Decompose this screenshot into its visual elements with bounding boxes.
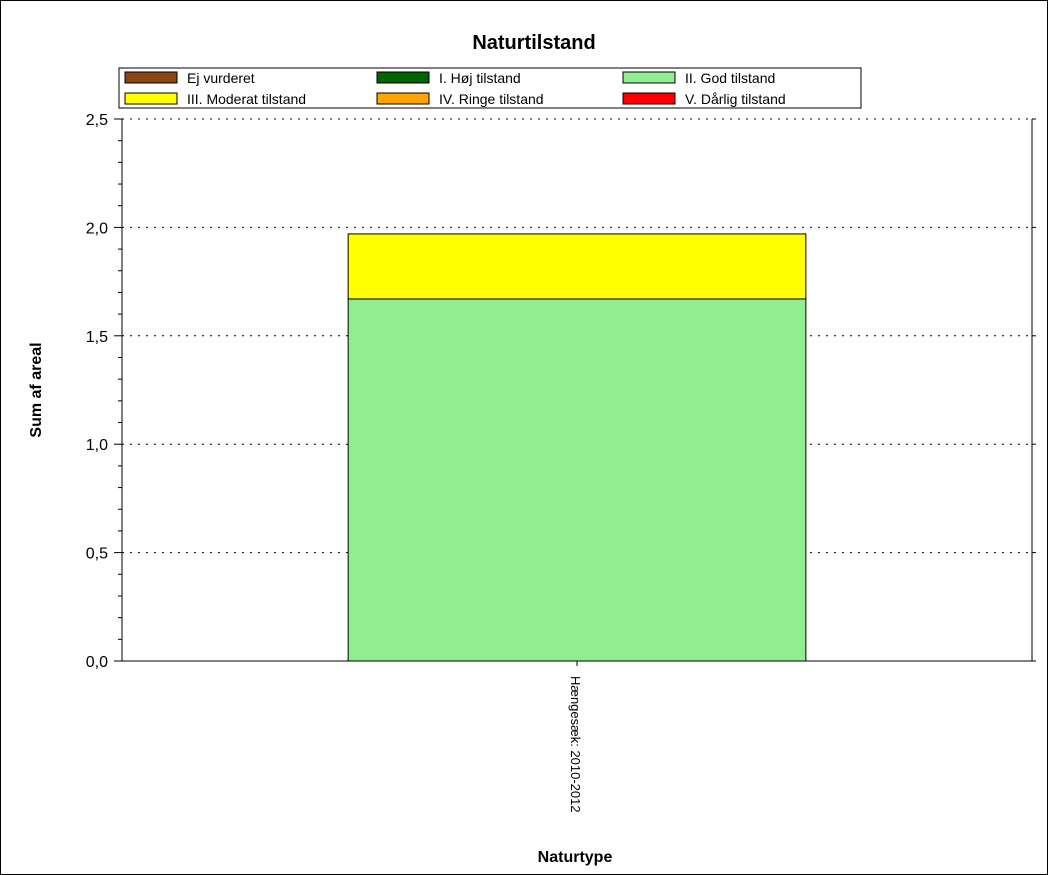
y-tick-label: 1,5 bbox=[86, 329, 108, 346]
legend-label: II. God tilstand bbox=[685, 70, 775, 86]
y-axis-ticks: 0,0 0,5 1,0 1,5 2,0 2,5 bbox=[86, 112, 1036, 671]
x-axis-title: Naturtype bbox=[538, 849, 613, 866]
legend-box bbox=[118, 67, 862, 109]
legend-label: I. Høj tilstand bbox=[439, 70, 521, 86]
legend-label: III. Moderat tilstand bbox=[187, 91, 306, 107]
category-label: Hængesæk: 2010-2012 bbox=[568, 676, 583, 813]
y-tick-label: 0,0 bbox=[86, 654, 108, 671]
legend-label: V. Dårlig tilstand bbox=[685, 91, 786, 107]
bars bbox=[347, 233, 807, 662]
y-tick-label: 0,5 bbox=[86, 546, 108, 563]
legend-swatch bbox=[124, 92, 178, 105]
x-axis-categories: Hængesæk: 2010-2012 bbox=[568, 661, 583, 813]
y-tick-label: 1,0 bbox=[86, 437, 108, 454]
legend-swatch bbox=[376, 92, 430, 105]
bar-segment bbox=[347, 298, 807, 662]
legend-swatch bbox=[622, 92, 676, 105]
y-tick-label: 2,5 bbox=[86, 112, 108, 129]
y-tick-label: 2,0 bbox=[86, 220, 108, 237]
legend-label: IV. Ringe tilstand bbox=[439, 91, 544, 107]
y-axis-title: Sum af areal bbox=[28, 342, 45, 437]
legend-label: Ej vurderet bbox=[187, 70, 255, 86]
legend: Ej vurderet I. Høj tilstand II. God tilsta… bbox=[124, 70, 786, 107]
legend-swatch bbox=[124, 71, 178, 84]
legend-swatch bbox=[376, 71, 430, 84]
chart-title: Naturtilstand bbox=[472, 32, 595, 54]
bar-segment bbox=[347, 233, 807, 300]
legend-swatch bbox=[622, 71, 676, 84]
